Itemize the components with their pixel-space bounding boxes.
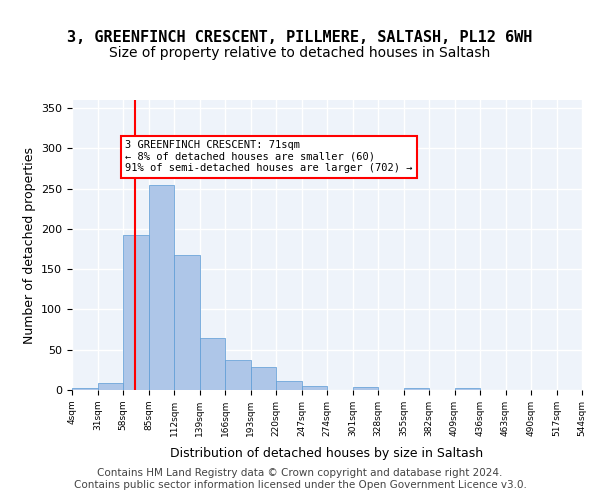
Bar [302,386,327,390]
X-axis label: Distribution of detached houses by size in Saltash: Distribution of detached houses by size … [170,447,484,460]
Bar [174,256,199,390]
Bar [353,387,378,390]
Bar [200,338,225,390]
Bar [455,388,480,390]
Text: 3 GREENFINCH CRESCENT: 71sqm
← 8% of detached houses are smaller (60)
91% of sem: 3 GREENFINCH CRESCENT: 71sqm ← 8% of det… [125,140,412,173]
Bar [98,383,123,390]
Bar [251,366,276,390]
Text: Contains HM Land Registry data © Crown copyright and database right 2024.
Contai: Contains HM Land Registry data © Crown c… [74,468,526,490]
Y-axis label: Number of detached properties: Number of detached properties [23,146,35,344]
Bar [123,236,149,390]
Text: 3, GREENFINCH CRESCENT, PILLMERE, SALTASH, PL12 6WH: 3, GREENFINCH CRESCENT, PILLMERE, SALTAS… [67,30,533,45]
Bar [72,388,97,390]
Bar [149,186,174,390]
Text: Size of property relative to detached houses in Saltash: Size of property relative to detached ho… [109,46,491,60]
Bar [404,388,429,390]
Bar [276,381,302,390]
Bar [225,360,251,390]
